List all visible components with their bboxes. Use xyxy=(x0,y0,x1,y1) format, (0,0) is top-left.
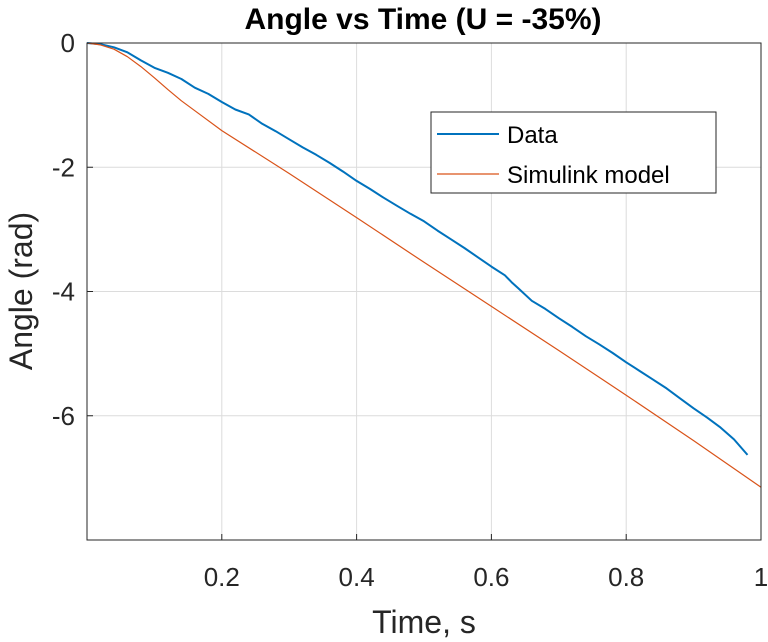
x-axis-ticks: 0.2 0.4 0.6 0.8 1 xyxy=(204,534,768,592)
x-tick-label: 0.8 xyxy=(608,562,644,592)
y-tick-label: -2 xyxy=(52,152,75,182)
series-line-simulink-model xyxy=(86,42,762,488)
x-axis-label: Time, s xyxy=(372,604,476,640)
x-tick-label: 0.2 xyxy=(204,562,240,592)
x-tick-label: 0.4 xyxy=(339,562,375,592)
series-layer xyxy=(86,42,762,488)
chart-title: Angle vs Time (U = -35%) xyxy=(244,3,601,36)
x-tick-label: 1 xyxy=(754,562,768,592)
legend-label-data: Data xyxy=(507,122,558,149)
y-tick-label: 0 xyxy=(61,28,75,58)
x-tick-label: 0.6 xyxy=(473,562,509,592)
y-axis-ticks: 0 -2 -4 -6 xyxy=(52,28,93,431)
y-axis-label: Angle (rad) xyxy=(3,212,39,370)
y-tick-label: -6 xyxy=(52,401,75,431)
legend-label-simulink-model: Simulink model xyxy=(507,162,670,189)
series-line-data xyxy=(86,42,749,456)
legend-box xyxy=(430,111,717,194)
y-tick-label: -4 xyxy=(52,277,75,307)
legend: Data Simulink model xyxy=(430,111,717,194)
